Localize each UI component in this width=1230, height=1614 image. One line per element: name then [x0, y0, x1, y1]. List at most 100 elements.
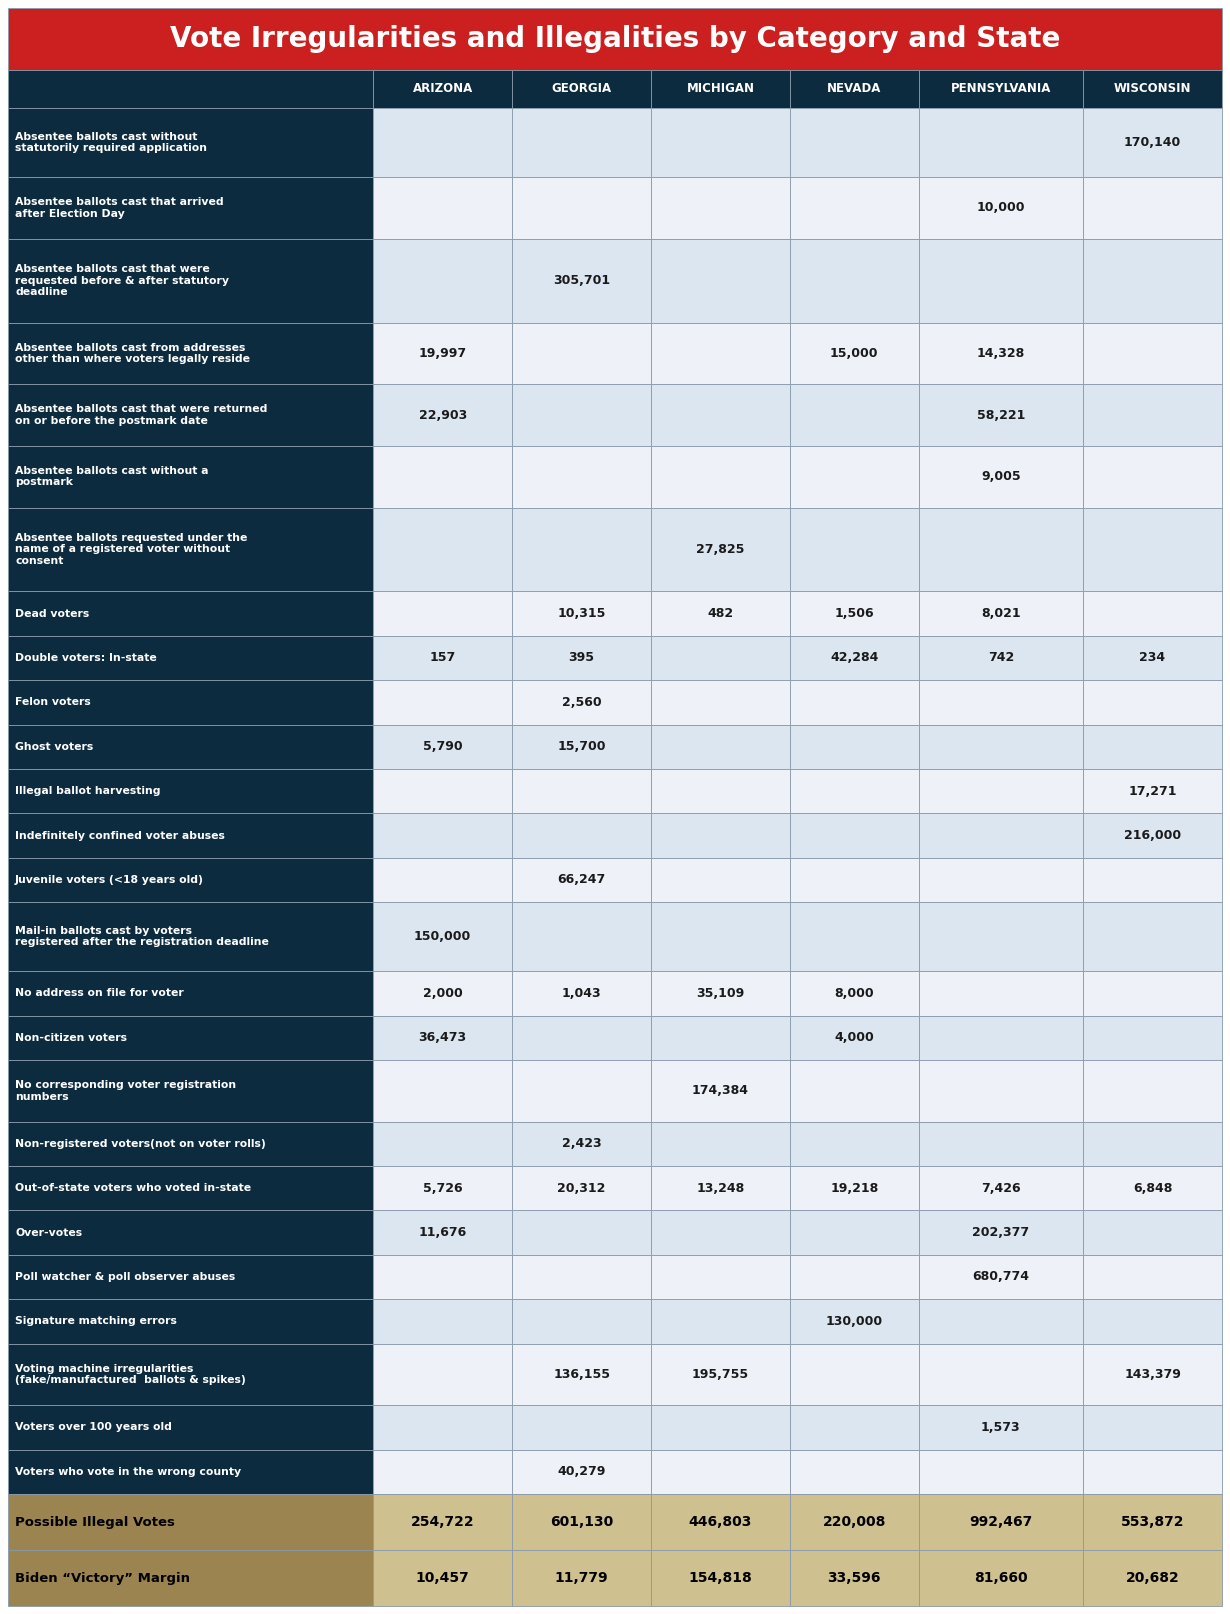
Text: Possible Illegal Votes: Possible Illegal Votes — [15, 1516, 175, 1528]
Bar — [9, 178, 373, 239]
Bar — [790, 1549, 919, 1606]
Bar — [651, 445, 790, 507]
Bar — [1084, 972, 1221, 1015]
Bar — [919, 591, 1084, 636]
Bar — [919, 857, 1084, 902]
Text: No corresponding voter registration
numbers: No corresponding voter registration numb… — [15, 1080, 236, 1102]
Text: 143,379: 143,379 — [1124, 1369, 1181, 1382]
Bar — [790, 1254, 919, 1299]
Text: 254,722: 254,722 — [411, 1516, 475, 1528]
Bar — [919, 725, 1084, 768]
Bar — [512, 972, 651, 1015]
Bar — [790, 1060, 919, 1122]
Bar — [9, 768, 373, 813]
Text: Over-votes: Over-votes — [15, 1228, 82, 1238]
Bar — [373, 507, 512, 591]
Bar — [919, 1449, 1084, 1495]
Text: Non-registered voters(not on voter rolls): Non-registered voters(not on voter rolls… — [15, 1139, 266, 1149]
Bar — [9, 1449, 373, 1495]
Bar — [651, 591, 790, 636]
Bar — [9, 69, 373, 108]
Bar — [919, 902, 1084, 972]
Bar — [373, 679, 512, 725]
Text: 19,997: 19,997 — [418, 347, 466, 360]
Text: ARIZONA: ARIZONA — [412, 82, 472, 95]
Bar — [373, 1299, 512, 1343]
Bar — [512, 1495, 651, 1549]
Text: 220,008: 220,008 — [823, 1516, 886, 1528]
Text: 81,660: 81,660 — [974, 1570, 1027, 1585]
Text: 1,573: 1,573 — [982, 1420, 1021, 1433]
Bar — [790, 857, 919, 902]
Bar — [919, 768, 1084, 813]
Bar — [790, 1210, 919, 1254]
Bar — [9, 507, 373, 591]
Bar — [1084, 768, 1221, 813]
Bar — [919, 1495, 1084, 1549]
Bar — [651, 1165, 790, 1210]
Bar — [651, 679, 790, 725]
Text: GEORGIA: GEORGIA — [551, 82, 611, 95]
Bar — [373, 1015, 512, 1060]
Text: Double voters: In-state: Double voters: In-state — [15, 654, 156, 663]
Bar — [9, 8, 1221, 69]
Bar — [651, 108, 790, 178]
Bar — [919, 636, 1084, 679]
Text: 22,903: 22,903 — [418, 408, 467, 421]
Text: 10,315: 10,315 — [557, 607, 605, 620]
Text: Absentee ballots cast that were
requested before & after statutory
deadline: Absentee ballots cast that were requeste… — [15, 265, 229, 297]
Bar — [512, 178, 651, 239]
Bar — [9, 1549, 373, 1606]
Bar — [9, 1406, 373, 1449]
Bar — [373, 972, 512, 1015]
Bar — [1084, 813, 1221, 857]
Text: Mail-in ballots cast by voters
registered after the registration deadline: Mail-in ballots cast by voters registere… — [15, 926, 269, 947]
Bar — [651, 813, 790, 857]
Text: 6,848: 6,848 — [1133, 1181, 1172, 1194]
Bar — [9, 1495, 373, 1549]
Text: Indefinitely confined voter abuses: Indefinitely confined voter abuses — [15, 831, 225, 841]
Bar — [373, 725, 512, 768]
Bar — [919, 178, 1084, 239]
Bar — [9, 636, 373, 679]
Bar — [651, 323, 790, 384]
Bar — [651, 239, 790, 323]
Text: Signature matching errors: Signature matching errors — [15, 1317, 177, 1327]
Bar — [373, 1165, 512, 1210]
Text: Ghost voters: Ghost voters — [15, 742, 93, 752]
Bar — [919, 1122, 1084, 1165]
Bar — [1084, 1210, 1221, 1254]
Bar — [512, 1449, 651, 1495]
Bar — [512, 1015, 651, 1060]
Text: 5,790: 5,790 — [423, 741, 462, 754]
Bar — [9, 1165, 373, 1210]
Bar — [651, 902, 790, 972]
Text: 216,000: 216,000 — [1124, 830, 1181, 843]
Bar — [512, 857, 651, 902]
Text: No address on file for voter: No address on file for voter — [15, 988, 183, 999]
Bar — [373, 1549, 512, 1606]
Text: Non-citizen voters: Non-citizen voters — [15, 1033, 127, 1043]
Bar — [512, 768, 651, 813]
Text: 305,701: 305,701 — [554, 274, 610, 287]
Text: 42,284: 42,284 — [830, 652, 878, 665]
Bar — [919, 1343, 1084, 1406]
Text: Felon voters: Felon voters — [15, 697, 91, 707]
Bar — [373, 813, 512, 857]
Bar — [373, 768, 512, 813]
Bar — [1084, 1060, 1221, 1122]
Bar — [790, 1015, 919, 1060]
Text: Out-of-state voters who voted in-state: Out-of-state voters who voted in-state — [15, 1183, 251, 1193]
Bar — [1084, 679, 1221, 725]
Bar — [1084, 1299, 1221, 1343]
Bar — [9, 902, 373, 972]
Bar — [1084, 1343, 1221, 1406]
Text: 27,825: 27,825 — [696, 542, 744, 555]
Text: MICHIGAN: MICHIGAN — [686, 82, 754, 95]
Bar — [1084, 239, 1221, 323]
Bar — [651, 178, 790, 239]
Bar — [790, 178, 919, 239]
Bar — [512, 813, 651, 857]
Bar — [1084, 857, 1221, 902]
Bar — [373, 108, 512, 178]
